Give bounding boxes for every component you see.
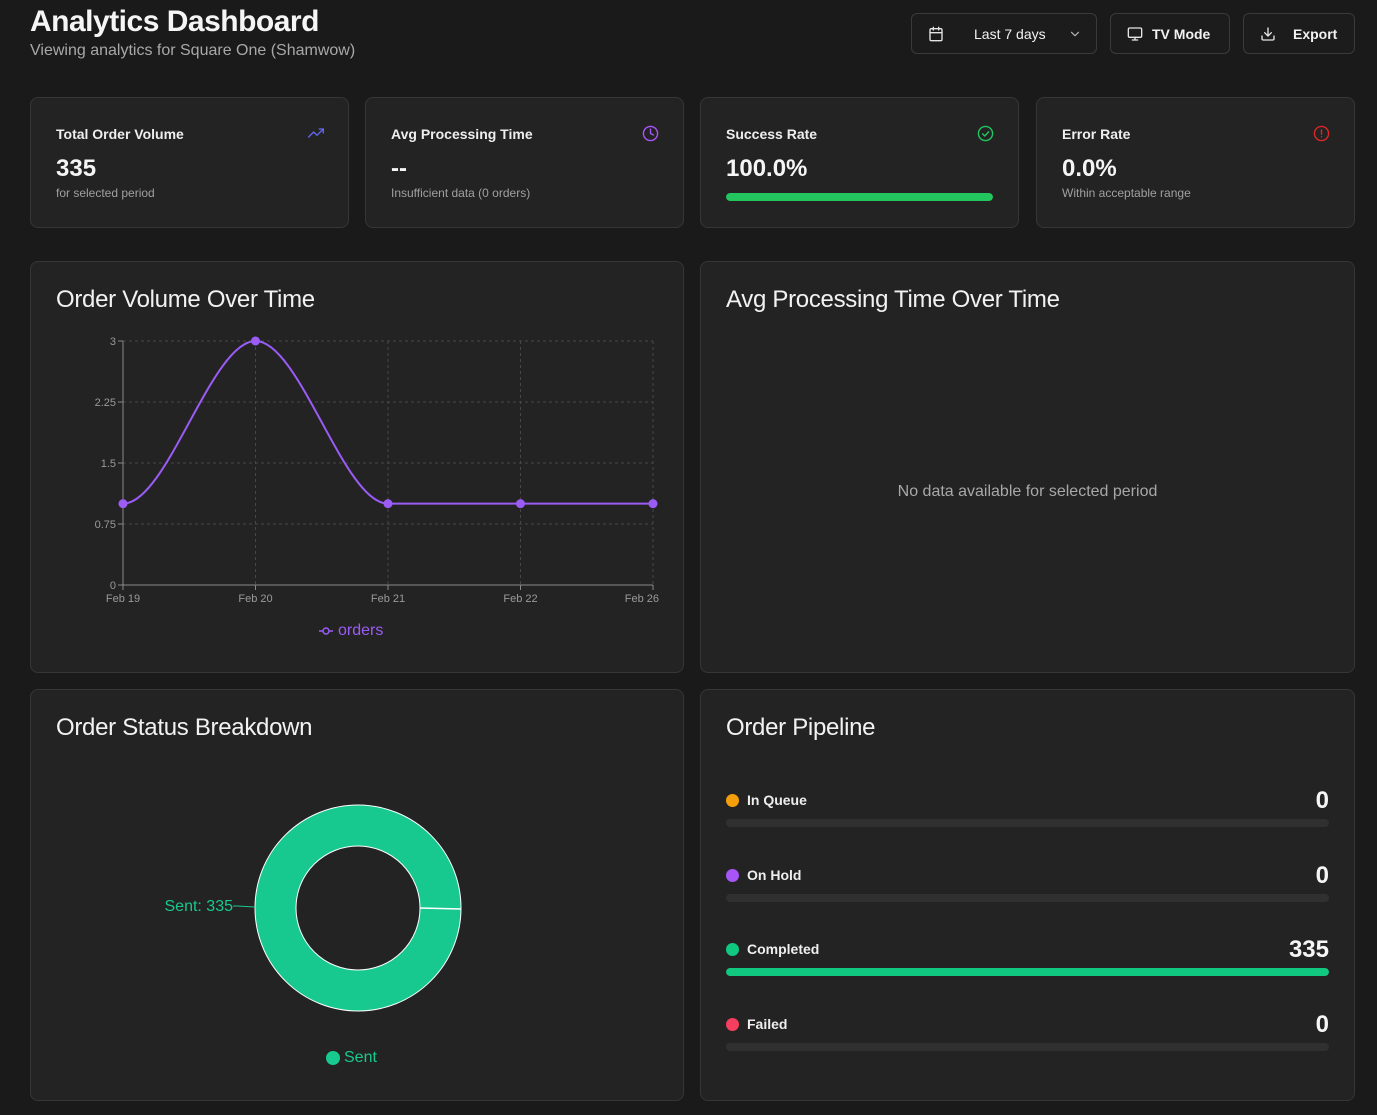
stat-label: Success Rate (726, 126, 818, 142)
donut-slice-sent (254, 804, 462, 1012)
slice-label-leader (233, 905, 256, 908)
pipeline-bar (726, 819, 1329, 827)
pipeline-bar (726, 1043, 1329, 1051)
pipeline-label: Failed (747, 1016, 788, 1032)
tv-mode-button[interactable]: TV Mode (1110, 13, 1230, 54)
stat-value: 0.0% (1062, 155, 1117, 182)
pipeline-label: On Hold (747, 867, 802, 883)
trending-up-icon (308, 128, 324, 138)
pipeline-row-on-hold: On Hold 0 (726, 862, 1329, 907)
date-range-label: Last 7 days (974, 25, 1046, 42)
panel-title: Order Status Breakdown (56, 714, 313, 741)
y-tick-label: 0 (110, 580, 116, 592)
avg-processing-panel: Avg Processing Time Over Time No data av… (700, 261, 1355, 673)
slice-label-sent: Sent: 335 (165, 898, 234, 915)
legend-label-sent: Sent (344, 1049, 377, 1066)
pipeline-row-in-queue: In Queue 0 (726, 787, 1329, 832)
panel-title: Avg Processing Time Over Time (726, 286, 1060, 313)
series-line-orders (122, 339, 653, 505)
pipeline-bar (726, 968, 1329, 976)
stat-label: Total Order Volume (56, 126, 184, 142)
y-tick-label: 0.75 (95, 519, 116, 531)
pipeline-count: 0 (1315, 1011, 1329, 1038)
panel-title: Order Volume Over Time (56, 286, 315, 313)
clock-icon (642, 125, 659, 142)
stat-card-avg-processing-time: Avg Processing Time -- Insufficient data… (365, 97, 684, 228)
data-point (251, 336, 260, 346)
pipeline-row-completed: Completed 335 (726, 936, 1329, 981)
calendar-icon (929, 26, 943, 41)
x-tick-label: Feb 26 (625, 593, 659, 605)
monitor-icon (1127, 26, 1143, 41)
order-volume-panel: Order Volume Over Time 0 0.75 1.5 2.25 3 Feb … (30, 261, 684, 673)
x-tick-label: Feb 20 (238, 593, 272, 605)
status-dot (726, 943, 739, 956)
stat-value: 335 (56, 155, 97, 182)
page-title: Analytics Dashboard (30, 5, 319, 38)
date-range-select[interactable]: Last 7 days (911, 13, 1097, 54)
tv-mode-label: TV Mode (1152, 25, 1211, 42)
chevron-down-icon (1070, 31, 1080, 36)
check-circle-icon (977, 125, 994, 142)
y-tick-label: 1.5 (101, 458, 116, 470)
page-header: Analytics Dashboard Viewing analytics fo… (30, 4, 355, 60)
alert-circle-icon (1313, 125, 1330, 142)
pipeline-bar-fill (726, 968, 1329, 976)
page-subtitle: Viewing analytics for Square One (Shamwo… (30, 42, 356, 59)
stat-subtext: Within acceptable range (1062, 186, 1191, 200)
pipeline-count: 0 (1315, 787, 1329, 814)
data-point (516, 499, 525, 509)
status-dot (726, 794, 739, 807)
stat-subtext: for selected period (56, 186, 155, 200)
toolbar: Last 7 days TV Mode Export (911, 13, 1355, 54)
order-status-panel: Order Status Breakdown Sent: 335 Sent (30, 689, 684, 1101)
empty-state-message: No data available for selected period (897, 483, 1158, 500)
pipeline-label: In Queue (747, 792, 807, 808)
data-point (383, 499, 393, 509)
stat-label: Avg Processing Time (391, 126, 533, 142)
pipeline-bar (726, 894, 1329, 902)
stat-subtext: Insufficient data (0 orders) (391, 186, 531, 200)
x-tick-label: Feb 19 (106, 593, 140, 605)
pipeline-label: Completed (747, 941, 820, 957)
download-icon (1261, 26, 1275, 41)
chart-legend[interactable]: orders (319, 622, 383, 640)
pipeline-row-failed: Failed 0 (726, 1011, 1329, 1056)
export-label: Export (1293, 25, 1338, 42)
status-dot (726, 1018, 739, 1031)
success-rate-progress-bar (726, 193, 993, 201)
stat-label: Error Rate (1062, 126, 1131, 142)
order-status-donut-chart: Sent: 335 (165, 804, 462, 1012)
data-point (648, 499, 658, 509)
stat-card-total-order-volume: Total Order Volume 335 for selected peri… (30, 97, 349, 228)
panel-title: Order Pipeline (726, 714, 876, 741)
legend-label-orders: orders (338, 622, 384, 639)
pipeline-count: 335 (1288, 936, 1329, 963)
order-pipeline-panel: Order Pipeline In Queue 0 On Hold 0 Comp… (700, 689, 1355, 1101)
data-point (118, 499, 128, 509)
export-button[interactable]: Export (1243, 13, 1355, 54)
pipeline-count: 0 (1315, 862, 1329, 889)
stat-card-error-rate: Error Rate 0.0% Within acceptable range (1036, 97, 1355, 228)
stat-value: 100.0% (726, 155, 808, 182)
legend-dot (326, 1051, 340, 1065)
success-rate-progress-fill (726, 193, 993, 201)
stat-value: -- (391, 155, 407, 182)
legend-line-icon (319, 627, 333, 635)
donut-legend[interactable]: Sent (326, 1049, 377, 1067)
y-tick-label: 3 (110, 336, 116, 348)
order-volume-line-chart: 0 0.75 1.5 2.25 3 Feb 19 Feb 20 Feb 21 Feb 22 Feb… (95, 336, 659, 605)
x-tick-label: Feb 21 (371, 593, 405, 605)
status-dot (726, 869, 739, 882)
y-tick-label: 2.25 (95, 397, 116, 409)
stat-card-success-rate: Success Rate 100.0% (700, 97, 1019, 228)
x-tick-label: Feb 22 (503, 593, 537, 605)
slice-divider (419, 907, 462, 910)
